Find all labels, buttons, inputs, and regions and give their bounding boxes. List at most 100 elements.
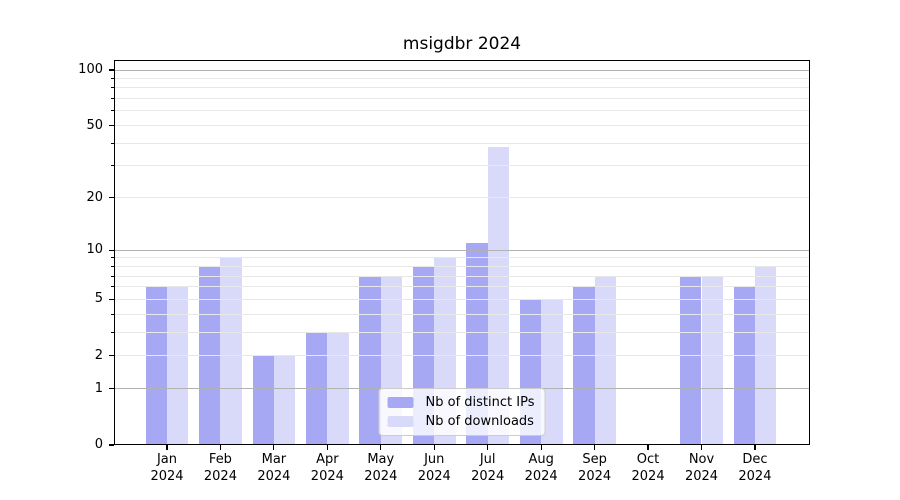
bar-distinct-ips-nov: [680, 276, 702, 445]
y-tick-label: 1: [94, 380, 103, 396]
y-minor-tick-mark: [111, 165, 114, 167]
x-tick-month: Apr: [316, 452, 339, 467]
bar-downloads-feb: [220, 257, 242, 445]
y-tick-label: 10: [86, 242, 103, 258]
gridline-minor: [114, 313, 810, 315]
x-tick-mark: [487, 445, 489, 450]
y-minor-tick-mark: [111, 275, 114, 277]
bar-distinct-ips-sep: [573, 286, 595, 445]
x-tick-month: Mar: [261, 452, 287, 467]
x-tick-label-nov: Nov 2024: [670, 452, 734, 485]
x-tick-mark: [273, 445, 275, 450]
gridline-minor: [114, 110, 810, 112]
bar-downloads-aug: [541, 299, 563, 445]
y-minor-tick-mark: [111, 265, 114, 267]
y-minor-tick-mark: [111, 286, 114, 288]
y-tick-label: 100: [78, 62, 103, 77]
x-tick-label-mar: Mar 2024: [242, 452, 306, 485]
x-tick-label-apr: Apr 2024: [295, 452, 359, 485]
y-tick-mark: [109, 124, 114, 127]
y-tick-mark: [109, 197, 114, 199]
bar-downloads-jul: [487, 147, 510, 445]
y-tick-mark: [109, 444, 114, 446]
bar-distinct-ips-mar: [252, 355, 274, 445]
x-tick-label-jan: Jan 2024: [135, 452, 199, 485]
gridline-minor: [114, 331, 810, 333]
x-tick-month: Dec: [742, 452, 768, 467]
y-tick-label: 2: [94, 347, 103, 363]
legend: Nb of distinct IPs Nb of downloads: [378, 388, 546, 436]
x-tick-label-sep: Sep 2024: [563, 452, 627, 485]
x-tick-year: 2024: [310, 468, 344, 484]
y-minor-tick-mark: [111, 98, 114, 100]
x-tick-mark: [433, 445, 435, 450]
gridline-minor: [114, 142, 810, 144]
x-tick-mark: [380, 445, 382, 450]
x-tick-mark: [647, 445, 649, 450]
x-tick-year: 2024: [471, 468, 505, 484]
x-tick-mark: [754, 445, 756, 450]
x-tick-label-feb: Feb 2024: [188, 452, 252, 485]
bar-distinct-ips-may: [359, 276, 381, 445]
x-tick-label-aug: Aug 2024: [509, 452, 573, 485]
y-tick-label: 50: [86, 117, 103, 133]
x-tick-year: 2024: [631, 468, 665, 484]
gridline-minor: [114, 298, 810, 300]
x-tick-month: May: [367, 452, 395, 467]
y-minor-tick-mark: [111, 77, 114, 79]
gridline-major: [114, 249, 810, 251]
y-tick-label: 5: [94, 291, 103, 307]
x-tick-year: 2024: [738, 468, 772, 484]
legend-item-downloads: Nb of downloads: [387, 414, 535, 429]
x-tick-year: 2024: [684, 468, 719, 484]
x-tick-month: Oct: [636, 452, 660, 467]
y-tick-mark: [109, 249, 114, 251]
gridline-minor: [114, 286, 810, 288]
gridline-minor: [114, 275, 810, 277]
y-tick-label: 0: [94, 437, 103, 452]
x-tick-mark: [219, 445, 222, 450]
legend-label-downloads: Nb of downloads: [425, 414, 534, 429]
x-tick-month: Aug: [528, 452, 554, 467]
x-tick-year: 2024: [417, 468, 451, 484]
y-tick-mark: [109, 388, 114, 390]
bar-downloads-mar: [273, 355, 296, 445]
y-tick-mark: [109, 69, 114, 71]
x-tick-month: Sep: [582, 452, 607, 467]
x-tick-label-dec: Dec 2024: [723, 452, 787, 485]
y-minor-tick-mark: [111, 110, 114, 112]
y-tick-label: 20: [86, 189, 103, 205]
x-tick-month: Jan: [156, 452, 178, 467]
bar-distinct-ips-dec: [733, 286, 755, 445]
gridline-minor: [114, 77, 810, 79]
gridline-minor: [114, 87, 810, 89]
x-tick-mark: [326, 445, 328, 450]
x-tick-year: 2024: [150, 468, 184, 484]
x-tick-month: Nov: [688, 452, 715, 467]
legend-label-distinct-ips: Nb of distinct IPs: [425, 395, 535, 410]
x-tick-year: 2024: [203, 468, 237, 484]
x-tick-mark: [700, 445, 703, 450]
x-tick-year: 2024: [257, 468, 291, 484]
x-tick-month: Jun: [424, 452, 445, 467]
x-tick-label-oct: Oct 2024: [616, 452, 680, 485]
x-tick-year: 2024: [364, 468, 398, 484]
x-tick-label-may: May 2024: [349, 452, 413, 485]
gridline-minor: [114, 165, 810, 167]
y-minor-tick-mark: [111, 87, 114, 89]
y-minor-tick-mark: [111, 142, 114, 144]
gridline-minor: [114, 265, 810, 267]
x-tick-year: 2024: [578, 468, 612, 484]
legend-item-distinct-ips: Nb of distinct IPs: [387, 395, 535, 410]
bar-downloads-jan: [167, 286, 189, 445]
gridline-minor: [114, 197, 810, 199]
y-minor-tick-mark: [111, 331, 114, 333]
x-tick-label-jun: Jun 2024: [402, 452, 466, 485]
y-tick-mark: [109, 298, 114, 300]
y-minor-tick-mark: [111, 257, 114, 259]
gridline-major: [114, 69, 810, 71]
y-minor-tick-mark: [111, 313, 114, 315]
x-tick-label-jul: Jul 2024: [456, 452, 520, 485]
gridline-minor: [114, 355, 810, 357]
